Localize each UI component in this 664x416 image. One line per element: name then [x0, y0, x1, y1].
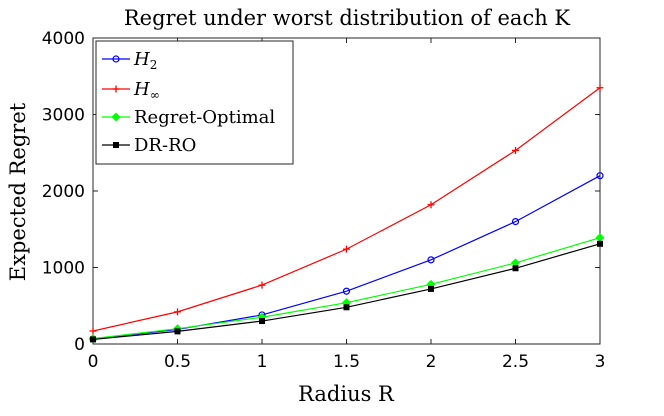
- legend-marker-regret-optimal: [111, 112, 121, 122]
- legend-box: [95, 40, 294, 165]
- x-tick-label: 0.5: [164, 352, 191, 372]
- y-axis-label: Expected Regret: [6, 102, 30, 281]
- x-tick-label: 2.5: [502, 352, 529, 372]
- legend-label-main: H: [133, 79, 150, 100]
- y-tick-label: 3000: [42, 106, 85, 126]
- data-point-h-inf: [427, 201, 435, 209]
- data-point-dr-ro: [427, 285, 434, 292]
- legend-label-h-2: H2: [133, 49, 157, 72]
- x-tick-label: 1: [257, 352, 268, 372]
- data-point-h-inf: [512, 146, 519, 154]
- data-point-h-2: [596, 172, 604, 180]
- y-tick-label: 4000: [42, 29, 85, 49]
- legend-label-regret-optimal: Regret-Optimal: [134, 107, 275, 128]
- legend-label-h-inf: H∞: [133, 79, 160, 102]
- data-point-dr-ro: [174, 328, 181, 335]
- legend-marker-dr-ro: [113, 141, 120, 148]
- data-point-h-inf: [258, 281, 266, 289]
- legend-label-dr-ro: DR-RO: [134, 135, 196, 156]
- legend-label-subscript: 2: [150, 58, 158, 72]
- data-point-h-2: [342, 287, 351, 295]
- legend-marker-h-inf: [112, 85, 120, 93]
- x-tick-label: 1.5: [333, 352, 360, 372]
- data-point-dr-ro: [343, 304, 350, 311]
- series-layer: [88, 84, 605, 344]
- legend-marker-h-2: [112, 55, 120, 63]
- data-point-dr-ro: [90, 336, 97, 343]
- y-tick-label: 1000: [42, 259, 85, 279]
- data-point-h-2: [427, 256, 435, 264]
- x-axis-label: Radius R: [298, 382, 395, 406]
- data-point-h-inf: [89, 327, 97, 335]
- legend-entry-h-inf: H∞: [102, 79, 160, 102]
- legend-entry-h-2: H2: [102, 49, 157, 72]
- legend-label-subscript: ∞: [150, 88, 160, 102]
- series-dr-ro: [90, 240, 604, 343]
- legend-entry-regret-optimal: Regret-Optimal: [102, 107, 275, 128]
- legend-entry-dr-ro: DR-RO: [102, 135, 196, 156]
- data-point-dr-ro: [258, 318, 265, 325]
- series-h-inf: [89, 84, 604, 335]
- legend-label-main: Regret-Optimal: [134, 107, 275, 128]
- y-tick-label: 2000: [42, 182, 85, 202]
- x-tick-label: 2: [426, 352, 437, 372]
- data-point-h-inf: [343, 245, 350, 253]
- data-point-dr-ro: [597, 240, 604, 247]
- x-tick-label: 0: [88, 352, 99, 372]
- data-point-h-2: [511, 218, 520, 226]
- axes-layer: 0 0.5 1 1.5 2 2.5 3 0 1000 2000 3000 4000: [42, 29, 606, 372]
- data-point-dr-ro: [512, 265, 519, 272]
- legend-label-main: DR-RO: [134, 135, 196, 156]
- x-tick-label: 3: [595, 352, 606, 372]
- data-point-h-inf: [174, 308, 181, 316]
- chart-title: Regret under worst distribution of each …: [124, 6, 571, 30]
- data-point-h-inf: [596, 84, 604, 92]
- legend-label-main: H: [133, 49, 150, 70]
- y-tick-label: 0: [74, 335, 85, 355]
